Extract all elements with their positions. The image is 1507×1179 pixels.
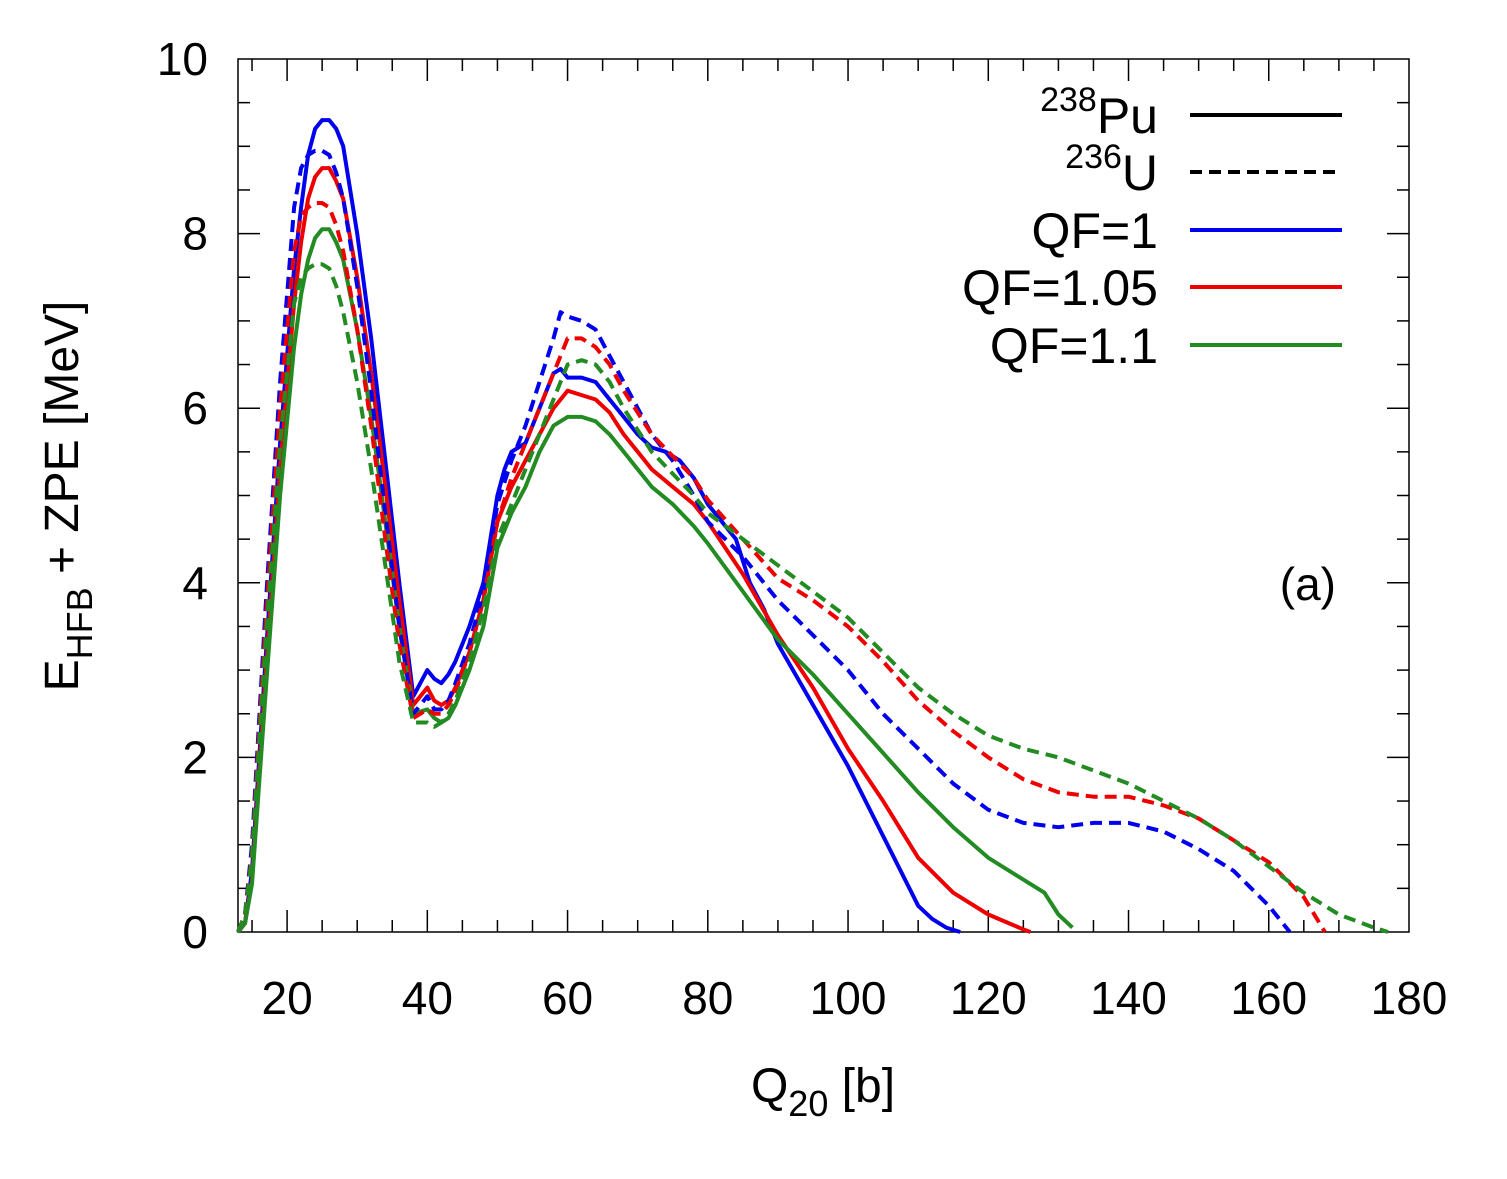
y-axis-label-rest: + ZPE [MeV]: [36, 301, 89, 588]
x-tick-label: 180: [1371, 972, 1448, 1024]
x-tick-label: 160: [1230, 972, 1307, 1024]
y-tick-label: 6: [182, 382, 208, 434]
x-axis-label: Q20 [b]: [751, 1060, 895, 1124]
legend-mass-number: 236: [1065, 138, 1122, 176]
legend-element: Pu: [1097, 88, 1158, 144]
x-axis-label-main: Q: [751, 1060, 788, 1113]
series-lines: [236, 118, 1389, 934]
series-line-4: [236, 201, 1327, 934]
x-axis-label-sub: 20: [788, 1083, 828, 1124]
axis-tick-labels: 20 40 60 80 100 120 140 160 180 0 2 4 6 8 10: [157, 33, 1448, 1024]
x-tick-label: 40: [402, 972, 453, 1024]
legend-label-1: 236U: [1065, 138, 1158, 201]
plot-frame: [237, 58, 1410, 933]
series-line-3: [236, 148, 1292, 934]
x-tick-label: 60: [542, 972, 593, 1024]
x-tick-label: 120: [950, 972, 1027, 1024]
series-line-0: [236, 118, 961, 934]
legend-label-0: 238Pu: [1040, 81, 1158, 144]
series-line-5: [236, 262, 1389, 934]
y-tick-label: 8: [182, 208, 208, 260]
series-line-2: [236, 227, 1074, 934]
legend-element: U: [1122, 145, 1158, 201]
x-tick-label: 20: [261, 972, 312, 1024]
y-tick-label: 10: [157, 33, 208, 85]
y-tick-label: 4: [182, 557, 208, 609]
axis-ticks: [238, 59, 1409, 932]
x-axis-label-unit: [b]: [828, 1060, 895, 1113]
y-axis-label: EHFB + ZPE [MeV]: [36, 301, 100, 692]
panel-annotation: (a): [1280, 558, 1336, 610]
y-tick-label: 0: [182, 906, 208, 958]
legend-mass-number: 238: [1040, 81, 1097, 119]
x-tick-label: 80: [682, 972, 733, 1024]
x-tick-label: 140: [1090, 972, 1167, 1024]
x-tick-label: 100: [810, 972, 887, 1024]
y-axis-label-sub: HFB: [59, 587, 100, 659]
y-axis-label-main: E: [36, 659, 89, 691]
y-tick-label: 2: [182, 731, 208, 783]
legend-label-3: QF=1.05: [962, 260, 1158, 316]
legend-label-2: QF=1: [1032, 203, 1158, 259]
legend-label-4: QF=1.1: [990, 318, 1158, 374]
